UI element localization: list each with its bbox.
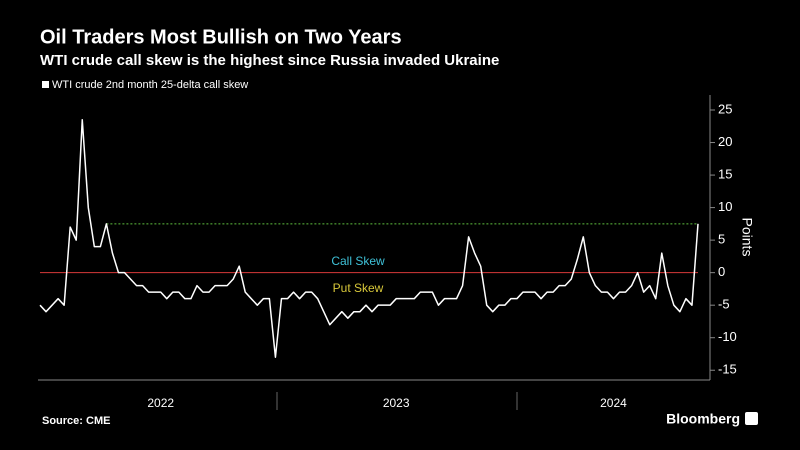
legend-swatch: [42, 81, 49, 88]
y-tick-label: 15: [718, 167, 732, 182]
x-tick-label: 2022: [147, 396, 174, 410]
y-tick-label: 5: [718, 232, 725, 247]
y-tick-label: -15: [718, 362, 737, 377]
annotation: Put Skew: [333, 281, 384, 295]
y-axis-label: Points: [739, 218, 755, 257]
y-tick-label: 20: [718, 134, 732, 149]
brand-icon: [745, 412, 758, 425]
y-tick-label: 10: [718, 199, 732, 214]
annotation: Call Skew: [331, 254, 385, 268]
chart-title: Oil Traders Most Bullish on Two Years: [40, 26, 402, 48]
y-tick-label: 0: [718, 264, 725, 279]
chart-subtitle: WTI crude call skew is the highest since…: [40, 52, 499, 69]
source: Source: CME: [42, 415, 110, 427]
y-tick-label: -10: [718, 329, 737, 344]
brand: Bloomberg: [666, 411, 740, 427]
series-line: [39, 119, 699, 358]
legend-label: WTI crude 2nd month 25-delta call skew: [52, 79, 248, 91]
y-tick-label: 25: [718, 101, 732, 116]
y-tick-label: -5: [718, 297, 730, 312]
x-tick-label: 2023: [383, 396, 410, 410]
x-tick-label: 2024: [600, 396, 627, 410]
